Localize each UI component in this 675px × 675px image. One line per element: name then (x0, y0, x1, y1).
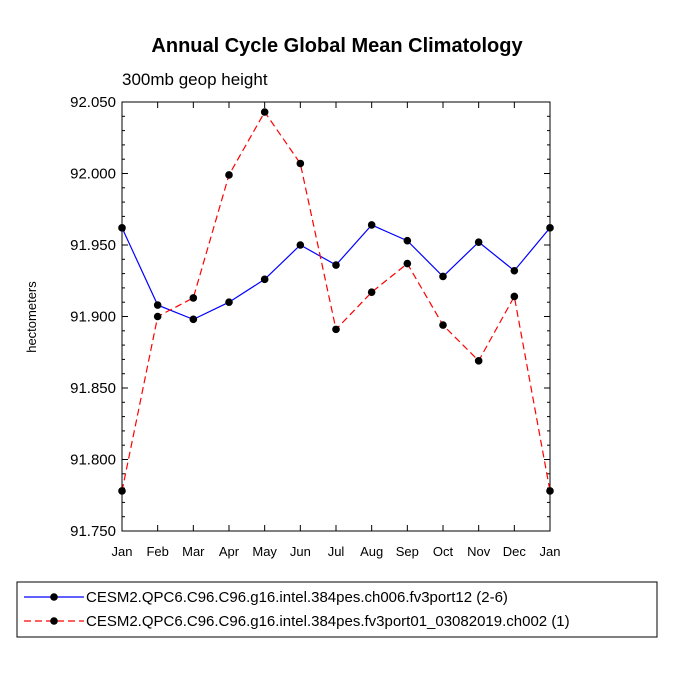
chart-subtitle: 300mb geop height (122, 70, 268, 89)
x-tick-label: Jan (112, 544, 133, 559)
series-2-point (546, 487, 554, 495)
series-1-point (225, 298, 233, 307)
legend-marker-series-2 (50, 617, 58, 625)
series-line-1 (121, 224, 551, 321)
legend-label-series-2: CESM2.QPC6.C96.C96.g16.intel.384pes.fv3p… (86, 613, 570, 630)
legend-marker-series-1 (50, 593, 58, 601)
series-2-point (474, 357, 483, 365)
legend-box (16, 581, 658, 638)
series-1-point (403, 236, 412, 245)
x-tick-label: Feb (146, 544, 168, 559)
series-2-point (153, 312, 162, 321)
series-2-point (225, 171, 233, 179)
x-tick-label: Jun (290, 544, 311, 559)
series-2-point (296, 159, 305, 168)
y-tick-label: 91.850 (70, 380, 116, 397)
legend-label-series-1: CESM2.QPC6.C96.C96.g16.intel.384pes.ch00… (86, 589, 508, 606)
y-tick-label: 91.750 (70, 523, 116, 540)
series-1-point (332, 261, 340, 269)
y-tick-label: 92.000 (70, 166, 116, 183)
chart-title: Annual Cycle Global Mean Climatology (151, 35, 523, 57)
y-tick-label: 91.950 (70, 237, 116, 254)
x-tick-label: May (252, 544, 277, 559)
x-tick-label: Nov (467, 544, 491, 559)
x-tick-label: Apr (219, 544, 240, 559)
series-2-point (403, 259, 412, 268)
series-1-point (189, 315, 198, 324)
series-2-point (510, 292, 519, 301)
series-2-point (439, 321, 447, 329)
series-line-2 (121, 110, 551, 492)
x-tick-label: Sep (396, 544, 419, 559)
series-1-point (439, 272, 447, 281)
series-2-point (367, 288, 376, 296)
series-1-point (510, 266, 519, 275)
y-tick-label: 91.900 (70, 309, 116, 326)
series-1-point (474, 238, 483, 246)
x-tick-label: Jul (328, 544, 345, 559)
series-2-point (118, 487, 126, 495)
series-2-point (332, 325, 340, 334)
x-tick-label: Mar (182, 544, 205, 559)
x-tick-label: Jan (540, 544, 561, 559)
legend: CESM2.QPC6.C96.C96.g16.intel.384pes.ch00… (24, 589, 570, 630)
series-1-point (118, 224, 126, 232)
x-tick-label: Aug (360, 544, 383, 559)
y-tick-label: 91.800 (70, 452, 116, 469)
series-1-point (260, 275, 269, 284)
y-tick-label: 92.050 (70, 94, 116, 111)
series-1-point (367, 221, 376, 229)
series-1-point (546, 224, 554, 232)
series-2-point (260, 108, 269, 116)
series-1-point (296, 241, 305, 249)
plot-area: 91.750 91.800 91.850 91.900 91.950 92.000 92.0… (70, 94, 560, 559)
y-axis-label: hectometers (24, 281, 39, 353)
series-1-point (153, 301, 162, 309)
x-tick-label: Oct (433, 544, 454, 559)
series-2-point (189, 294, 198, 302)
x-tick-label: Dec (503, 544, 527, 559)
